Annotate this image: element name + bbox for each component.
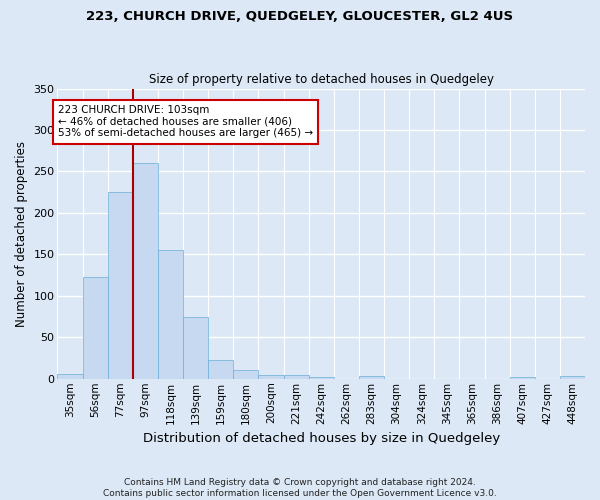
Bar — [259, 374, 284, 379]
X-axis label: Distribution of detached houses by size in Quedgeley: Distribution of detached houses by size … — [143, 432, 500, 445]
Bar — [108, 192, 133, 379]
Title: Size of property relative to detached houses in Quedgeley: Size of property relative to detached ho… — [149, 73, 494, 86]
Text: 223, CHURCH DRIVE, QUEDGELEY, GLOUCESTER, GL2 4US: 223, CHURCH DRIVE, QUEDGELEY, GLOUCESTER… — [86, 10, 514, 23]
Bar — [233, 370, 259, 379]
Bar — [183, 316, 208, 379]
Bar — [560, 376, 585, 379]
Bar — [83, 277, 108, 379]
Bar — [308, 377, 334, 379]
Bar — [208, 360, 233, 379]
Bar — [133, 163, 158, 379]
Y-axis label: Number of detached properties: Number of detached properties — [15, 140, 28, 326]
Bar — [58, 374, 83, 379]
Bar — [359, 376, 384, 379]
Bar — [509, 377, 535, 379]
Text: 223 CHURCH DRIVE: 103sqm
← 46% of detached houses are smaller (406)
53% of semi-: 223 CHURCH DRIVE: 103sqm ← 46% of detach… — [58, 105, 313, 138]
Bar — [158, 250, 183, 379]
Bar — [284, 376, 308, 379]
Text: Contains HM Land Registry data © Crown copyright and database right 2024.
Contai: Contains HM Land Registry data © Crown c… — [103, 478, 497, 498]
